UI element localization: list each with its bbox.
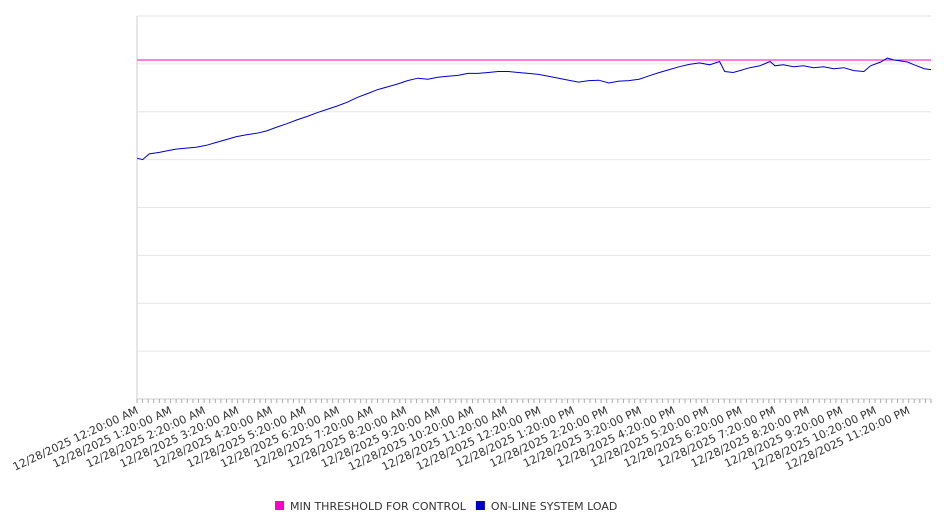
legend-swatch [475, 501, 485, 510]
legend: MIN THRESHOLD FOR CONTROL ON-LINE SYSTEM … [275, 500, 617, 513]
grid-lines [137, 15, 931, 352]
series-lines [136, 57, 932, 161]
legend-swatch [275, 501, 284, 510]
system-load-line [136, 57, 932, 161]
legend-label: ON-LINE SYSTEM LOAD [491, 500, 617, 513]
legend-label: MIN THRESHOLD FOR CONTROL [290, 500, 467, 513]
x-axis-ticks [136, 399, 932, 403]
